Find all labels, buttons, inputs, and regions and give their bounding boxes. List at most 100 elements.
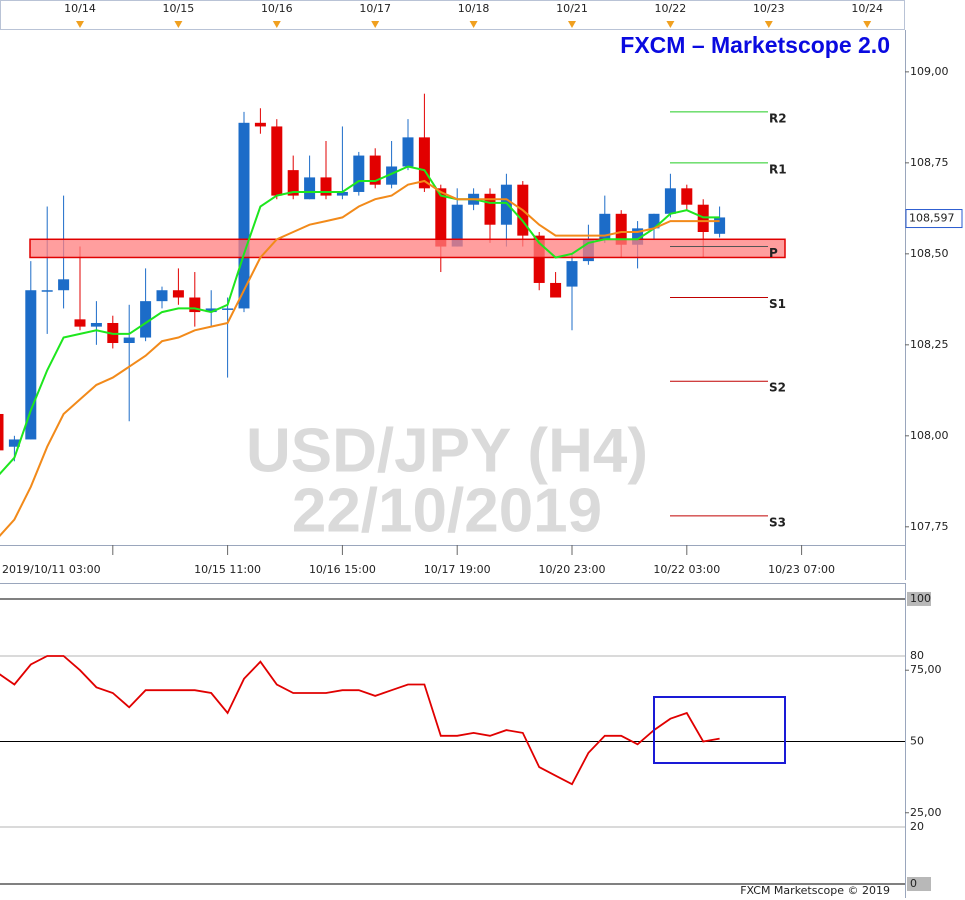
candle-body	[435, 188, 447, 247]
watermark: 22/10/2019	[292, 476, 602, 545]
pivot-label: P	[769, 246, 778, 260]
highlight-box	[653, 696, 786, 764]
x-tick-label: 10/20 23:00	[539, 563, 606, 576]
candle-body	[402, 137, 414, 167]
candle-body	[25, 290, 37, 440]
date-marker	[76, 21, 84, 28]
date-label: 10/16	[261, 2, 293, 15]
candle-body	[123, 337, 135, 344]
x-tick-label: 10/16 15:00	[309, 563, 376, 576]
candle-body	[8, 439, 20, 447]
date-marker	[469, 21, 478, 28]
x-tick-label: 2019/10/11 03:00	[2, 563, 101, 576]
candle-body	[222, 308, 234, 310]
date-marker	[568, 21, 576, 28]
y-tick-label: 107,75	[910, 520, 949, 533]
candle-body	[369, 155, 381, 185]
pivot-label: S1	[769, 297, 786, 311]
candle-body	[714, 217, 726, 234]
y-tick-label: 25,00	[910, 806, 942, 819]
candle-body	[566, 261, 578, 287]
y-tick-label: 75,00	[910, 663, 942, 676]
support-zone	[29, 238, 786, 259]
date-marker	[863, 21, 872, 28]
pivot-label: R1	[769, 162, 787, 176]
candle-body	[189, 297, 201, 313]
candle-body	[41, 290, 53, 292]
candle-body	[0, 413, 4, 451]
candle-body	[500, 184, 512, 225]
candle-body	[156, 290, 168, 302]
y-tick-label: 109,00	[910, 65, 949, 78]
watermark: USD/JPY (H4)	[246, 416, 648, 485]
y-tick-label: 50	[910, 734, 924, 747]
candle-body	[58, 279, 70, 291]
tick-label-box	[907, 877, 931, 892]
footer: FXCM Marketscope © 2019	[740, 884, 890, 897]
date-marker	[371, 21, 380, 28]
candle-body	[304, 177, 316, 200]
candle-body	[287, 170, 299, 196]
date-label: 10/23	[753, 2, 785, 15]
date-marker	[764, 21, 773, 28]
date-label: 10/14	[64, 2, 96, 15]
candle-body	[664, 188, 676, 214]
candle-body	[90, 322, 102, 327]
candle-body	[484, 193, 496, 225]
candle-body	[271, 126, 283, 196]
price-plot	[0, 93, 786, 537]
x-tick-label: 10/23 07:00	[768, 563, 835, 576]
candle-body	[205, 308, 217, 313]
candle-body	[320, 177, 332, 196]
y-tick-label: 108,75	[910, 156, 949, 169]
moving-average	[0, 165, 720, 476]
last-price-box	[905, 209, 963, 229]
y-tick-label: 20	[910, 820, 924, 833]
candle-body	[599, 213, 611, 240]
date-label: 10/15	[163, 2, 195, 15]
date-marker	[174, 21, 183, 28]
tick-label-box	[907, 591, 931, 606]
date-label: 10/22	[655, 2, 687, 15]
y-tick-label: 80	[910, 649, 924, 662]
date-label: 10/18	[458, 2, 490, 15]
candle-body	[615, 213, 627, 245]
y-tick-label: 108,25	[910, 338, 949, 351]
chart-title: FXCM – Marketscope 2.0	[620, 32, 890, 58]
candle-body	[74, 319, 86, 327]
candle-body	[254, 122, 266, 127]
candle-body	[632, 228, 644, 245]
candle-body	[451, 204, 463, 247]
candle-body	[353, 155, 365, 192]
candle-body	[648, 213, 660, 229]
candle-body	[172, 290, 184, 298]
date-marker	[666, 21, 675, 28]
candle-body	[336, 191, 348, 196]
date-marker	[272, 21, 281, 28]
rsi-plot	[0, 598, 905, 885]
moving-average	[0, 179, 720, 537]
pivot-label: S2	[769, 381, 786, 395]
x-tick-label: 10/22 03:00	[653, 563, 720, 576]
x-tick-label: 10/15 11:00	[194, 563, 261, 576]
y-tick-label: 108,00	[910, 429, 949, 442]
last-price-label: 108,597	[909, 212, 955, 225]
candle-body	[140, 301, 152, 338]
y-tick-label: 0	[910, 877, 917, 890]
pivot-label: R2	[769, 111, 787, 125]
candle-body	[533, 235, 545, 283]
date-label: 10/21	[556, 2, 588, 15]
y-tick-label: 108,50	[910, 247, 949, 260]
candle-body	[681, 188, 693, 205]
x-tick-label: 10/17 19:00	[424, 563, 491, 576]
date-bar	[0, 0, 905, 30]
candle-body	[386, 166, 398, 185]
rsi-line	[0, 655, 720, 786]
candle-body	[238, 122, 250, 309]
date-label: 10/17	[359, 2, 391, 15]
candle-body	[550, 282, 562, 298]
date-label: 10/24	[851, 2, 883, 15]
